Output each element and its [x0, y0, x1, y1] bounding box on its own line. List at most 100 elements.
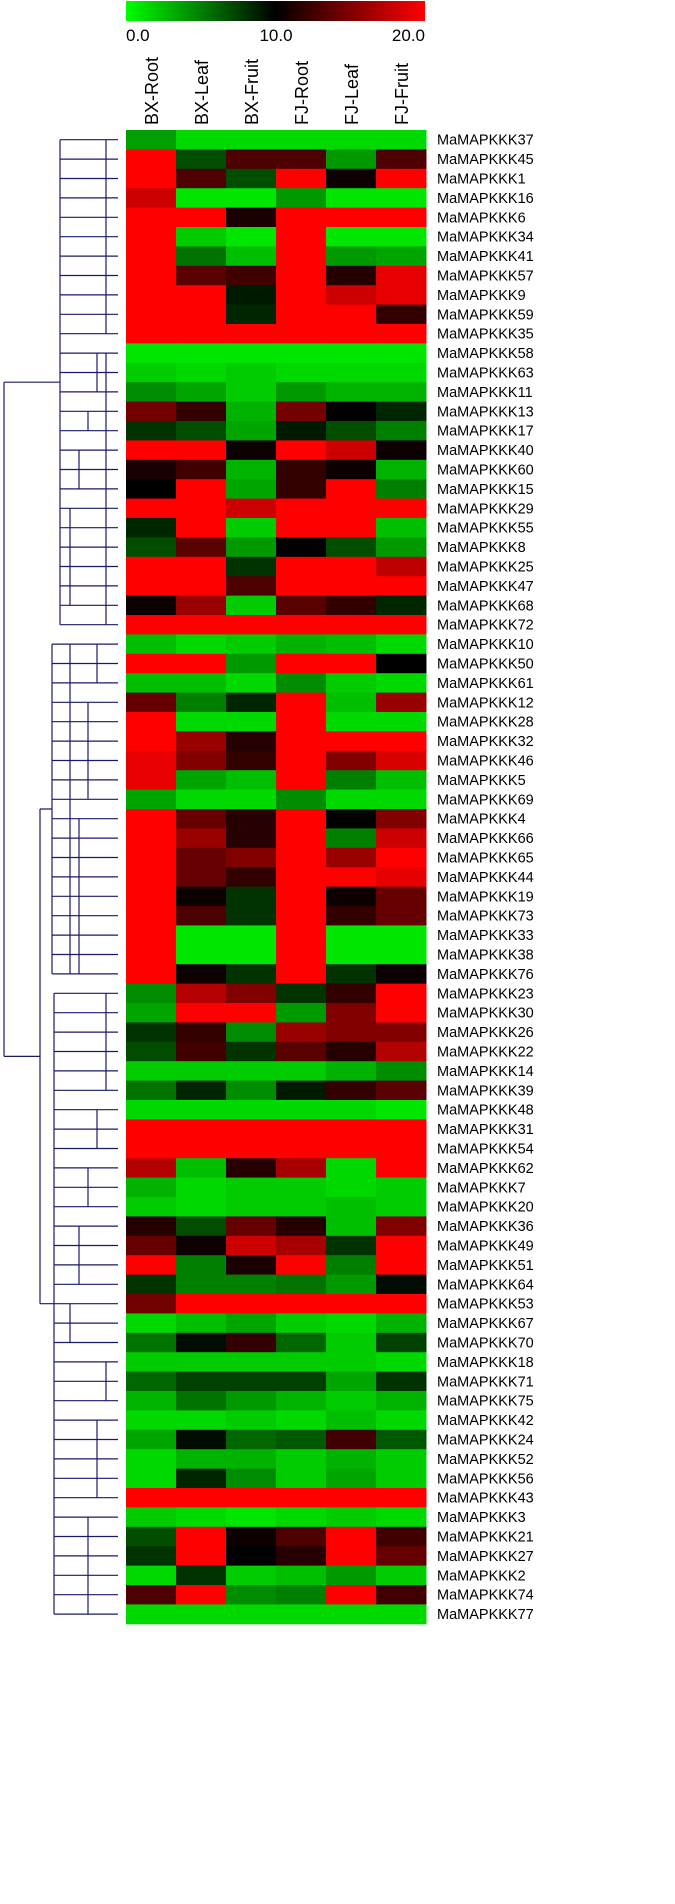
heatmap-cell	[376, 1546, 427, 1567]
heatmap-cell	[176, 1041, 227, 1062]
heatmap-cell	[276, 556, 327, 577]
heatmap-cell	[226, 1003, 277, 1023]
heatmap-cell	[326, 1429, 377, 1450]
row-label: MaMAPKKK41	[437, 249, 534, 265]
heatmap-cell	[276, 1526, 327, 1547]
heatmap-cell	[276, 401, 327, 422]
heatmap-cell	[326, 518, 377, 538]
heatmap-cell	[176, 1177, 227, 1198]
row-label: MaMAPKKK32	[437, 734, 534, 750]
heatmap-cell	[276, 692, 327, 713]
heatmap-cell	[326, 168, 377, 189]
heatmap-cell	[276, 382, 327, 403]
heatmap-cell	[276, 1352, 327, 1373]
heatmap-cell	[276, 440, 327, 461]
heatmap-cell	[376, 1294, 427, 1314]
heatmap-cell	[126, 188, 177, 209]
heatmap-cell	[326, 1507, 377, 1528]
heatmap-cell	[326, 1410, 377, 1431]
heatmap-cell	[326, 1313, 377, 1334]
heatmap-cell	[376, 731, 427, 752]
heatmap-cell	[326, 731, 377, 752]
heatmap-cell	[326, 1546, 377, 1567]
heatmap-cell	[126, 1332, 177, 1353]
heatmap-cell	[276, 421, 327, 441]
heatmap-cell	[176, 1468, 227, 1489]
row-label: MaMAPKKK35	[437, 327, 534, 343]
heatmap-cell	[126, 1100, 177, 1120]
row-label: MaMAPKKK58	[437, 346, 534, 362]
heatmap-cell	[176, 421, 227, 441]
heatmap-cell	[126, 1041, 177, 1062]
heatmap-cell	[126, 983, 177, 1004]
heatmap-cell	[276, 1177, 327, 1198]
heatmap-cell	[226, 401, 277, 422]
heatmap-cell	[226, 809, 277, 829]
heatmap-cell	[376, 595, 427, 616]
column-label: BX-Leaf	[192, 59, 212, 125]
heatmap-cell	[326, 1332, 377, 1353]
heatmap-cell	[226, 964, 277, 985]
heatmap-cell	[376, 673, 427, 694]
heatmap-cell	[126, 304, 177, 325]
heatmap-cell	[326, 809, 377, 829]
heatmap-cell	[276, 1565, 327, 1586]
colorbar	[126, 1, 425, 21]
heatmap-cell	[126, 1526, 177, 1547]
heatmap-cell	[326, 537, 377, 558]
heatmap-cell	[326, 1119, 377, 1140]
heatmap-cell	[176, 692, 227, 713]
heatmap-cell	[176, 1332, 227, 1353]
heatmap-cell	[126, 227, 177, 247]
heatmap-cell	[376, 1468, 427, 1489]
heatmap-cell	[226, 382, 277, 403]
row-label: MaMAPKKK66	[437, 831, 534, 847]
heatmap-cell	[226, 324, 277, 344]
row-label: MaMAPKKK42	[437, 1413, 534, 1429]
heatmap-cell	[226, 653, 277, 674]
heatmap-cell	[326, 944, 377, 965]
heatmap-cell	[376, 149, 427, 170]
heatmap-cell	[126, 556, 177, 577]
heatmap-cell	[176, 518, 227, 538]
heatmap-cell	[276, 479, 327, 500]
heatmap-cell	[226, 362, 277, 383]
heatmap-cell	[126, 459, 177, 480]
row-label: MaMAPKKK50	[437, 657, 534, 673]
heatmap-cell	[376, 556, 427, 577]
heatmap-cell	[276, 964, 327, 985]
heatmap-cell	[126, 1235, 177, 1256]
heatmap-cell	[276, 925, 327, 946]
heatmap-cell	[176, 498, 227, 519]
heatmap-cell	[126, 712, 177, 732]
heatmap-cell	[226, 440, 277, 461]
heatmap-cell	[326, 207, 377, 228]
heatmap-cell	[276, 1507, 327, 1528]
heatmap-cell	[326, 149, 377, 170]
heatmap-cell	[176, 168, 227, 189]
heatmap-cell	[176, 809, 227, 829]
heatmap-cell	[376, 1003, 427, 1023]
heatmap-cell	[276, 1391, 327, 1411]
column-label: BX-Fruit	[242, 59, 262, 125]
row-label: MaMAPKKK22	[437, 1045, 534, 1061]
heatmap-cell	[326, 246, 377, 267]
heatmap-cell	[126, 886, 177, 907]
heatmap-cell	[276, 1003, 327, 1023]
heatmap-cell	[226, 731, 277, 752]
heatmap-cell	[126, 1197, 177, 1217]
heatmap-cell	[326, 556, 377, 577]
heatmap-cell	[126, 1546, 177, 1567]
row-label: MaMAPKKK68	[437, 598, 534, 614]
heatmap-cell	[326, 188, 377, 209]
heatmap-cell	[376, 537, 427, 558]
heatmap-cell	[326, 362, 377, 383]
heatmap-cell	[226, 1488, 277, 1508]
heatmap-cell	[276, 867, 327, 888]
row-label: MaMAPKKK25	[437, 560, 534, 576]
heatmap-cell	[126, 149, 177, 170]
heatmap-cell	[226, 634, 277, 655]
column-labels: BX-Root BX-Leaf BX-Fruit FJ-Root FJ-Leaf FJ-F…	[142, 57, 412, 125]
heatmap-cell	[276, 1061, 327, 1082]
row-labels: MaMAPKKK37 MaMAPKKK45 MaMAPKKK1 MaMAPKKK16 M…	[437, 133, 534, 1623]
